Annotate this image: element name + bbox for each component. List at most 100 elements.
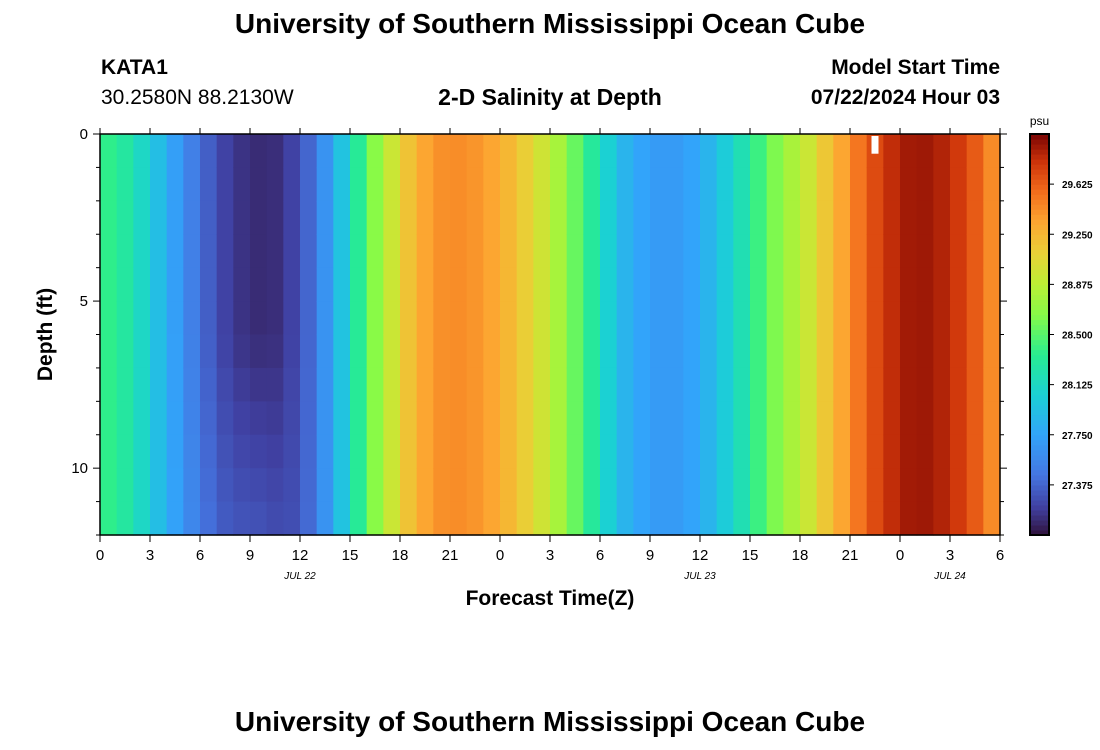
heatmap-cell [950,134,968,169]
heatmap-cell [133,434,151,469]
heatmap-cell [116,301,134,336]
page-title: University of Southern Mississippi Ocean… [234,8,866,39]
colorbar-segment [1030,454,1049,461]
heatmap-cell [550,234,568,269]
heatmap-cell [966,468,984,503]
colorbar-segment [1030,449,1049,456]
heatmap-cell [633,501,651,536]
heatmap-cell [666,200,684,235]
heatmap-cell [483,267,501,302]
heatmap-cell [433,334,451,369]
heatmap-cell [583,434,601,469]
heatmap-cell [350,334,368,369]
colorbar-segment [1030,149,1049,155]
heatmap-cell [216,334,234,369]
heatmap-cell [116,501,134,536]
heatmap-cell [350,200,368,235]
heatmap-cell [116,234,134,269]
heatmap-cell [800,200,818,235]
heatmap-cell [616,200,634,235]
heatmap-cell [783,434,801,469]
heatmap-cell [166,134,184,169]
heatmap-cell [616,367,634,402]
heatmap-cell [933,200,951,235]
heatmap-cell [533,134,551,169]
heatmap-cell [583,234,601,269]
heatmap-cell [350,367,368,402]
heatmap-cell [433,134,451,169]
heatmap-cell [833,301,851,336]
heatmap-cell [833,200,851,235]
heatmap-cell [616,301,634,336]
heatmap-cell [333,167,351,202]
colorbar-segment [1030,159,1049,165]
heatmap-cell [750,367,768,402]
colorbar-segment [1030,419,1049,426]
colorbar-segment [1030,239,1049,245]
heatmap-cell [916,134,934,169]
x-tick-label: 0 [896,547,904,564]
heatmap-cell [583,468,601,503]
heatmap-cell [983,301,1001,336]
heatmap-cell [700,134,718,169]
heatmap-cell [333,501,351,536]
heatmap-cell [566,334,584,369]
heatmap-cell [233,134,251,169]
heatmap-cell [400,401,418,436]
heatmap-cell [916,200,934,235]
heatmap-cell [583,501,601,536]
heatmap-cell [516,234,534,269]
heatmap-cell [533,468,551,503]
heatmap-cell [866,468,884,503]
heatmap-cell [800,468,818,503]
heatmap-cell [166,334,184,369]
heatmap-cell [416,401,434,436]
heatmap-cell [200,167,218,202]
colorbar-segment [1030,434,1049,441]
heatmap-cell [416,434,434,469]
colorbar-segment [1030,354,1049,361]
heatmap-cell [816,200,834,235]
heatmap-cell [716,367,734,402]
heatmap-cell [516,134,534,169]
heatmap-cell [733,267,751,302]
heatmap-cell [150,501,168,536]
heatmap-cell [333,367,351,402]
heatmap-cell [150,434,168,469]
heatmap-cell [666,401,684,436]
colorbar-segment [1030,519,1049,526]
heatmap-cell [616,468,634,503]
heatmap-cell [816,501,834,536]
heatmap-cell [900,301,918,336]
heatmap-cell [616,134,634,169]
heatmap-cell [416,167,434,202]
heatmap-cell [466,367,484,402]
heatmap-cell [300,334,318,369]
colorbar-tick-label: 28.500 [1062,331,1093,342]
heatmap-cell [866,301,884,336]
heatmap-cell [516,267,534,302]
heatmap-cell [216,434,234,469]
colorbar-segment [1030,154,1049,160]
heatmap-cell [600,267,618,302]
x-tick-label: 15 [342,547,359,564]
heatmap-cell [200,200,218,235]
heatmap-cell [383,267,401,302]
heatmap-cell [966,367,984,402]
colorbar-segment [1030,479,1049,486]
heatmap-cell [500,401,518,436]
heatmap-cell [583,134,601,169]
heatmap-cell [450,167,468,202]
heatmap-cell [783,501,801,536]
heatmap-cell [450,468,468,503]
heatmap-cell [183,267,201,302]
heatmap-cell [450,234,468,269]
heatmap-cell [683,200,701,235]
heatmap-cell [933,434,951,469]
heatmap-cell [266,301,284,336]
colorbar-segment [1030,384,1049,391]
heatmap-cell [583,267,601,302]
colorbar-segment [1030,294,1049,301]
heatmap-cell [550,468,568,503]
heatmap-cell [950,468,968,503]
